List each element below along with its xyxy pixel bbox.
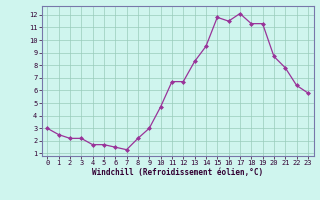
- X-axis label: Windchill (Refroidissement éolien,°C): Windchill (Refroidissement éolien,°C): [92, 168, 263, 177]
